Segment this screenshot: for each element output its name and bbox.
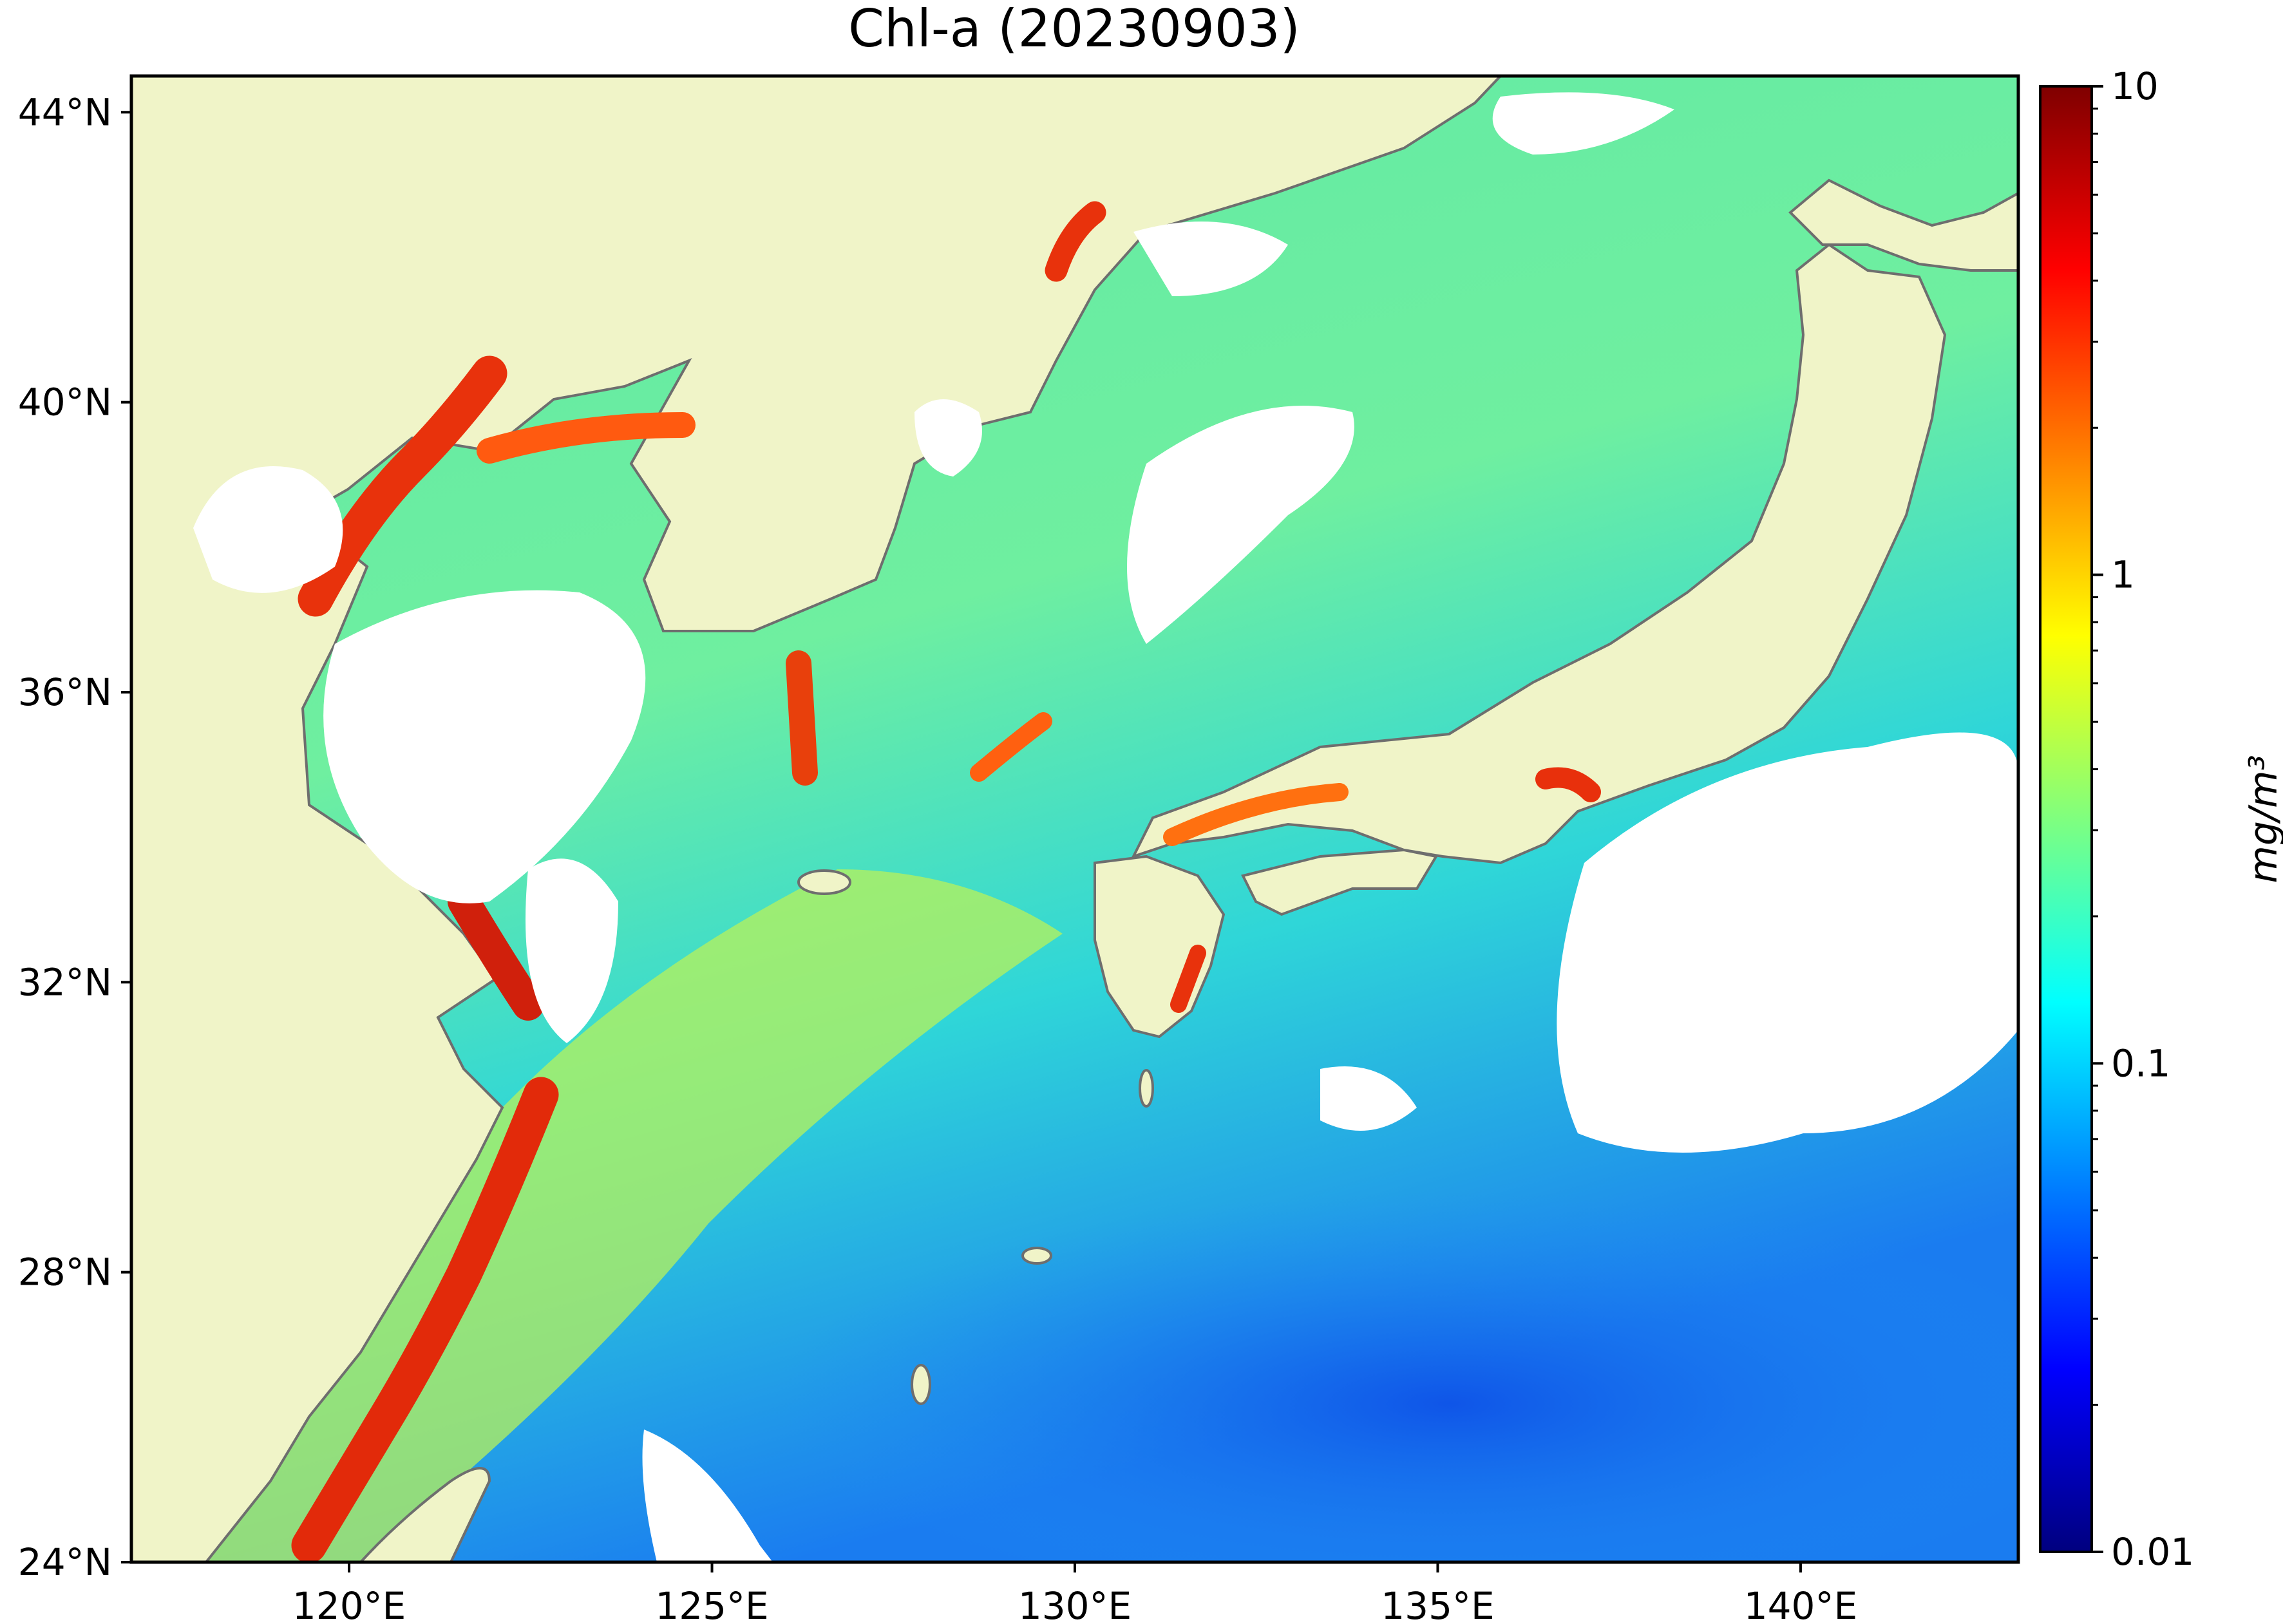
lon-tick-label: 140°E	[1744, 1584, 1857, 1624]
lat-tick-label: 36°N	[18, 670, 112, 714]
lat-tick-label: 24°N	[18, 1540, 112, 1584]
lon-tick-label: 135°E	[1381, 1584, 1494, 1624]
land-jeju	[797, 869, 851, 895]
lat-tick-label: 40°N	[18, 381, 112, 424]
lat-tick-label: 28°N	[18, 1251, 112, 1294]
lat-tick-label: 44°N	[18, 90, 112, 134]
high-chl-coastal-bands	[291, 201, 1601, 1562]
lon-tick-label: 125°E	[655, 1584, 768, 1624]
map-title: Chl-a (20230903)	[848, 0, 1300, 59]
land-amami	[1021, 1247, 1052, 1265]
colorbar-ticks: 0.01 0.1 1 10	[2092, 64, 2194, 1574]
map-panel	[131, 76, 2018, 1562]
colorbar-tick-label: 1	[2111, 553, 2135, 597]
colorbar: 0.01 0.1 1 10 mg/m³	[2039, 64, 2283, 1574]
land-masses	[131, 76, 2018, 1562]
longitude-axis: 120°E 125°E 130°E 135°E 140°E	[292, 1562, 1857, 1624]
lon-tick-label: 120°E	[292, 1584, 406, 1624]
land-hokkaido	[1788, 178, 2018, 272]
colorbar-tick-label: 0.1	[2111, 1041, 2170, 1085]
oligotrophic-south-region	[773, 1191, 2018, 1562]
lat-tick-label: 32°N	[18, 960, 112, 1004]
land-honshu	[1131, 243, 1947, 865]
land-okinawa	[911, 1364, 931, 1405]
land-tanegashima	[1139, 1069, 1154, 1108]
cloud-nodata-areas	[193, 92, 2018, 1562]
shelf-water-east-china-sea	[131, 869, 1063, 1562]
latitude-axis: 24°N 28°N 32°N 36°N 40°N 44°N	[18, 90, 131, 1584]
colorbar-tick-label: 0.01	[2111, 1530, 2194, 1574]
land-shikoku	[1241, 848, 1439, 916]
colorbar-unit-label: mg/m³	[2241, 755, 2283, 883]
lon-tick-label: 130°E	[1018, 1584, 1132, 1624]
colorbar-tick-label: 10	[2111, 64, 2159, 108]
colorbar-bar	[2039, 85, 2093, 1553]
